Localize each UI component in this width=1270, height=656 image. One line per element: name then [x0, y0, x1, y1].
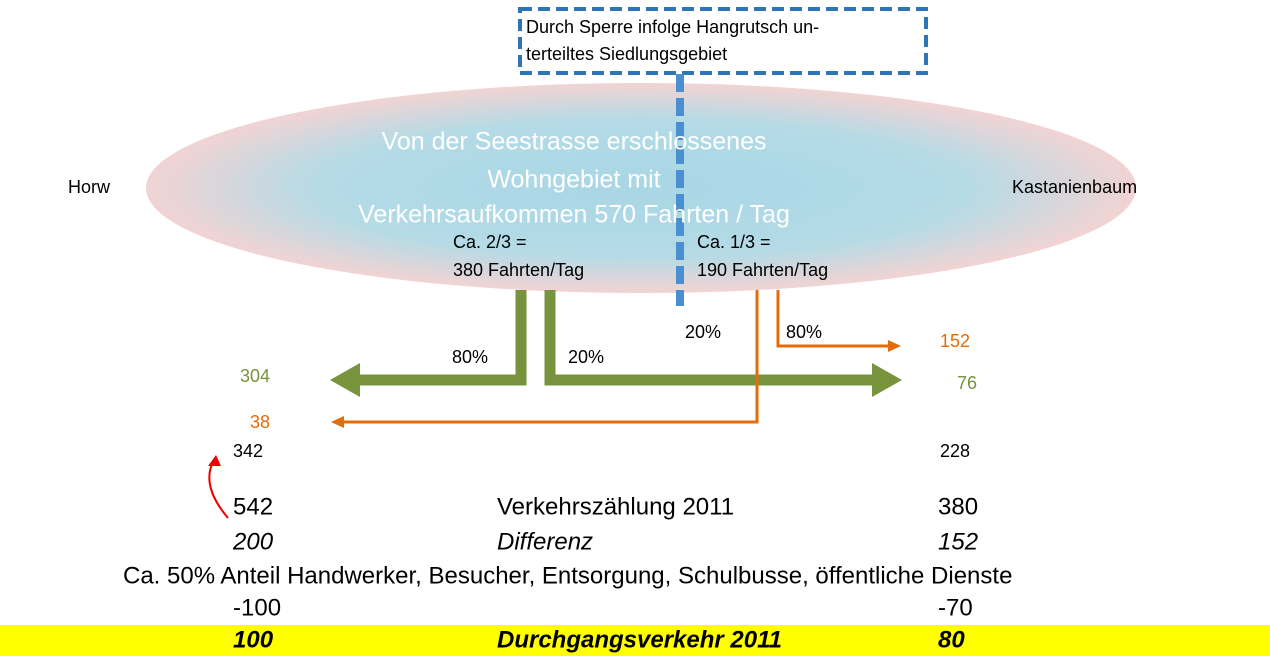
- percent: 80%: [786, 322, 822, 342]
- share-label: Ca. 1/3 =: [697, 232, 771, 252]
- flow-value: 152: [940, 331, 970, 351]
- cell: -100: [233, 594, 281, 621]
- orange-flow: [342, 290, 759, 424]
- place-right: Kastanienbaum: [1012, 177, 1137, 197]
- note-text: Durch Sperre infolge Hangrutsch un-: [526, 17, 819, 37]
- arrow-head: [208, 455, 221, 466]
- flow-value: 38: [250, 412, 270, 432]
- cell: Durchgangsverkehr 2011: [497, 626, 782, 653]
- note-box: [518, 7, 928, 75]
- flow-total: 342: [233, 441, 263, 461]
- red-arrow: [208, 459, 229, 519]
- share-label: 190 Fahrten/Tag: [697, 260, 828, 280]
- flow-total: 228: [940, 441, 970, 461]
- area-text: Wohngebiet mit: [487, 166, 660, 194]
- cell: -70: [938, 594, 973, 621]
- cell: Differenz: [497, 528, 593, 555]
- cell: Verkehrszählung 2011: [497, 493, 734, 520]
- arrow-head: [330, 363, 360, 397]
- flow-value: 304: [240, 366, 270, 386]
- cell: 152: [938, 528, 978, 555]
- cell: 542: [233, 493, 273, 520]
- cell: 80: [938, 626, 965, 653]
- flow-value: 76: [957, 373, 977, 393]
- highlight: [0, 625, 1270, 656]
- cell: 380: [938, 493, 978, 520]
- arrow-head: [888, 340, 901, 352]
- orange-flow: [776, 290, 890, 348]
- note-text: terteiltes Siedlungsgebiet: [526, 44, 727, 64]
- settlement-area: [146, 83, 1136, 293]
- percent: 20%: [685, 322, 721, 342]
- area-text: Von der Seestrasse erschlossenes: [382, 128, 767, 156]
- percent: 80%: [452, 347, 488, 367]
- place-left: Horw: [68, 177, 111, 197]
- green-flow: [355, 290, 527, 386]
- cell: 200: [232, 528, 274, 555]
- green-flow: [544, 290, 875, 386]
- area-text: Verkehrsaufkommen 570 Fahrten / Tag: [358, 201, 790, 229]
- share-label: 380 Fahrten/Tag: [453, 260, 584, 280]
- percent: 20%: [568, 347, 604, 367]
- arrow-head: [331, 416, 344, 428]
- arrow-head: [872, 363, 902, 397]
- cell: 100: [233, 626, 274, 653]
- cell: Ca. 50% Anteil Handwerker, Besucher, Ent…: [123, 562, 1012, 589]
- share-label: Ca. 2/3 =: [453, 232, 527, 252]
